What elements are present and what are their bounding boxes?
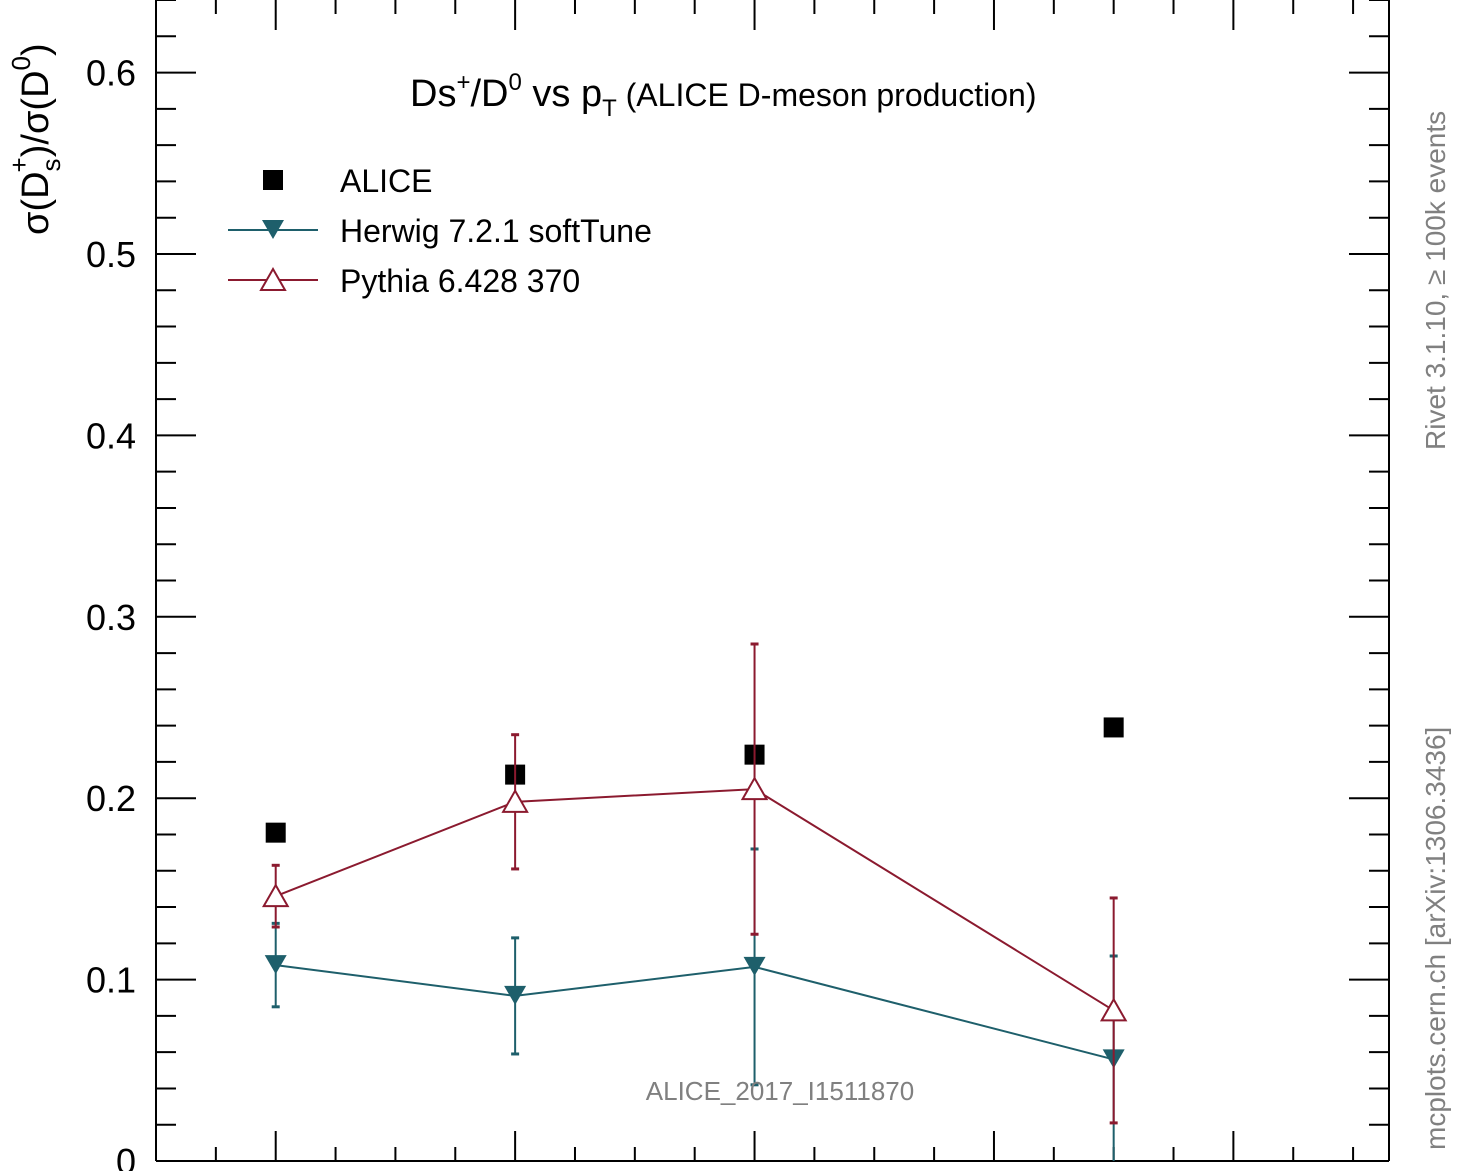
data-layer — [261, 642, 1128, 1161]
legend: ALICE Herwig 7.2.1 softTune Pythia 6.428 3… — [228, 163, 652, 299]
y-tick-label: 0.4 — [86, 415, 136, 456]
legend-item: Herwig 7.2.1 softTune — [228, 213, 652, 249]
mcplots-source-label: mcplots.cern.ch [arXiv:1306.3436] — [1420, 727, 1451, 1150]
legend-label: ALICE — [340, 163, 432, 199]
y-tick-label: 0 — [116, 1141, 136, 1171]
legend-label: Pythia 6.428 370 — [340, 263, 580, 299]
legend-item: Pythia 6.428 370 — [228, 263, 580, 299]
data-point — [264, 955, 287, 975]
rivet-version-label: Rivet 3.1.10, ≥ 100k events — [1420, 111, 1451, 450]
series-0 — [265, 717, 1124, 843]
y-tick-label: 0.3 — [86, 597, 136, 638]
data-point — [263, 170, 283, 190]
data-point — [1099, 997, 1128, 1022]
data-point — [743, 956, 766, 976]
y-tick-label: 0.6 — [86, 53, 136, 94]
data-point — [261, 883, 290, 908]
legend-item: ALICE — [263, 163, 432, 199]
data-point — [740, 776, 769, 801]
data-point — [501, 788, 529, 813]
series-2 — [261, 642, 1128, 1125]
series-line — [275, 964, 1114, 1061]
y-tick-label: 0.1 — [86, 960, 136, 1001]
y-tick-label: 0.5 — [86, 234, 136, 275]
series-line — [275, 788, 1115, 1012]
data-point — [504, 985, 527, 1005]
data-point — [265, 822, 286, 843]
series-1 — [264, 847, 1125, 1161]
y-tick-labels: 0 0.1 0.2 0.3 0.4 0.5 0.6 — [86, 53, 136, 1171]
chart-title: Ds+/D0 vs pT (ALICE D-meson production) — [410, 69, 1036, 122]
data-point — [262, 220, 284, 239]
data-point — [1103, 717, 1124, 738]
legend-label: Herwig 7.2.1 softTune — [340, 213, 652, 249]
data-point — [259, 266, 287, 291]
axis-ticks — [155, 0, 1389, 1162]
y-tick-label: 0.2 — [86, 778, 136, 819]
analysis-watermark: ALICE_2017_I1511870 — [646, 1076, 914, 1106]
y-axis-label: σ(Ds+)/σ(D0) — [4, 43, 66, 235]
